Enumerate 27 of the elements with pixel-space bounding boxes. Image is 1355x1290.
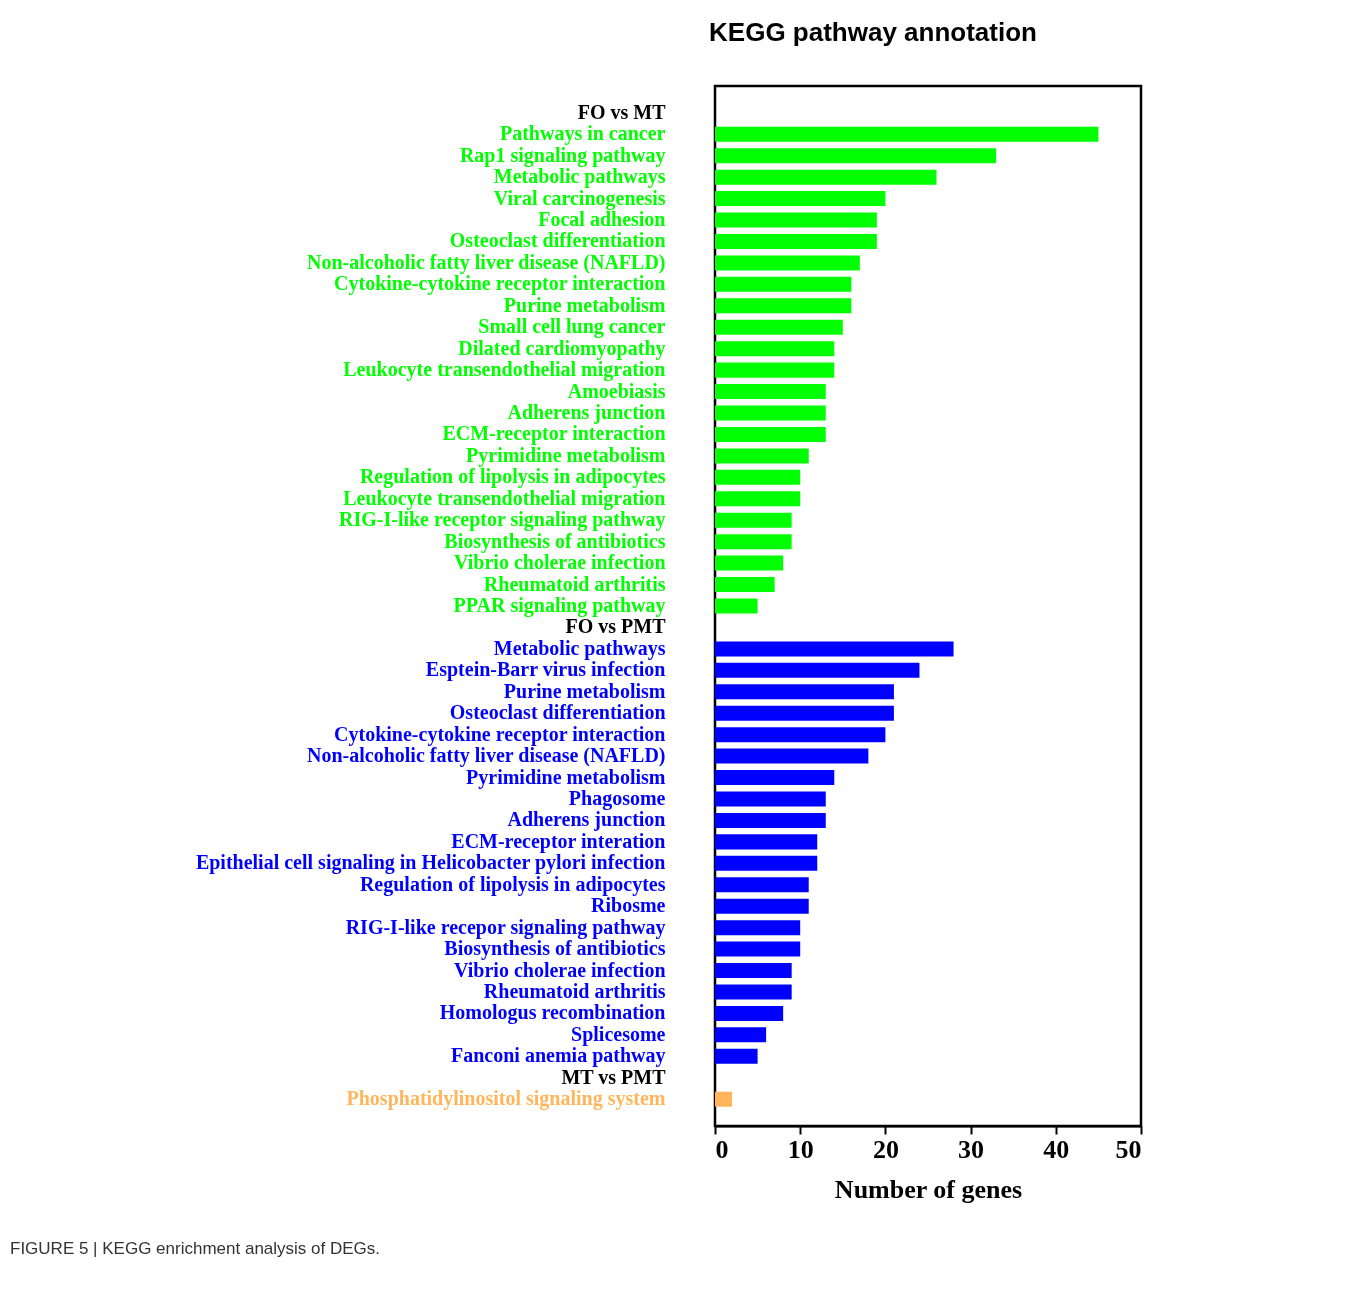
y-tick-label: Adherens junction	[507, 401, 666, 425]
caption: FIGURE 5 | KEGG enrichment analysis of DEGs.	[10, 1239, 381, 1258]
y-tick-label: Phosphatidylinositol signaling system	[346, 1087, 666, 1111]
y-tick-label: Small cell lung cancer	[478, 315, 666, 339]
y-tick-label: Pathways in cancer	[499, 122, 666, 146]
chart-title: KEGG pathway annotation	[709, 17, 1037, 47]
y-tick-label: Rheumatoid arthritis	[483, 572, 666, 595]
y-tick-label: Purine metabolism	[503, 679, 666, 702]
y-tick-label: Rheumatoid arthritis	[483, 979, 666, 1002]
x-tick-label: 20	[872, 1134, 899, 1164]
x-axis-title: Number of genes	[834, 1174, 1023, 1204]
y-tick-label: Homologus recombination	[439, 1001, 666, 1025]
y-tick-label: RIG-I-like recepor signaling pathway	[345, 915, 666, 939]
y-tick-label: Phagosome	[568, 786, 666, 810]
y-tick-label: FO vs MT	[577, 100, 667, 123]
y-tick-label: Osteoclast differentiation	[449, 229, 666, 252]
x-tick-label: 30	[958, 1134, 985, 1164]
y-tick-label: Splicesome	[571, 1022, 666, 1046]
y-tick-label: Metabolic pathways	[493, 636, 666, 660]
y-tick-label: Osteoclast differentiation	[449, 701, 666, 724]
x-tick-label: 50	[1115, 1134, 1142, 1164]
y-tick-label: Non-alcoholic fatty liver disease (NAFLD)	[307, 250, 666, 274]
x-tick-label: 0	[715, 1134, 729, 1164]
x-tick-label: 10	[787, 1134, 814, 1164]
x-tick-label: 40	[1043, 1134, 1070, 1164]
y-tick-label: Cytokine-cytokine receptor interaction	[334, 722, 666, 746]
y-tick-label: PPAR signaling pathway	[453, 594, 666, 617]
